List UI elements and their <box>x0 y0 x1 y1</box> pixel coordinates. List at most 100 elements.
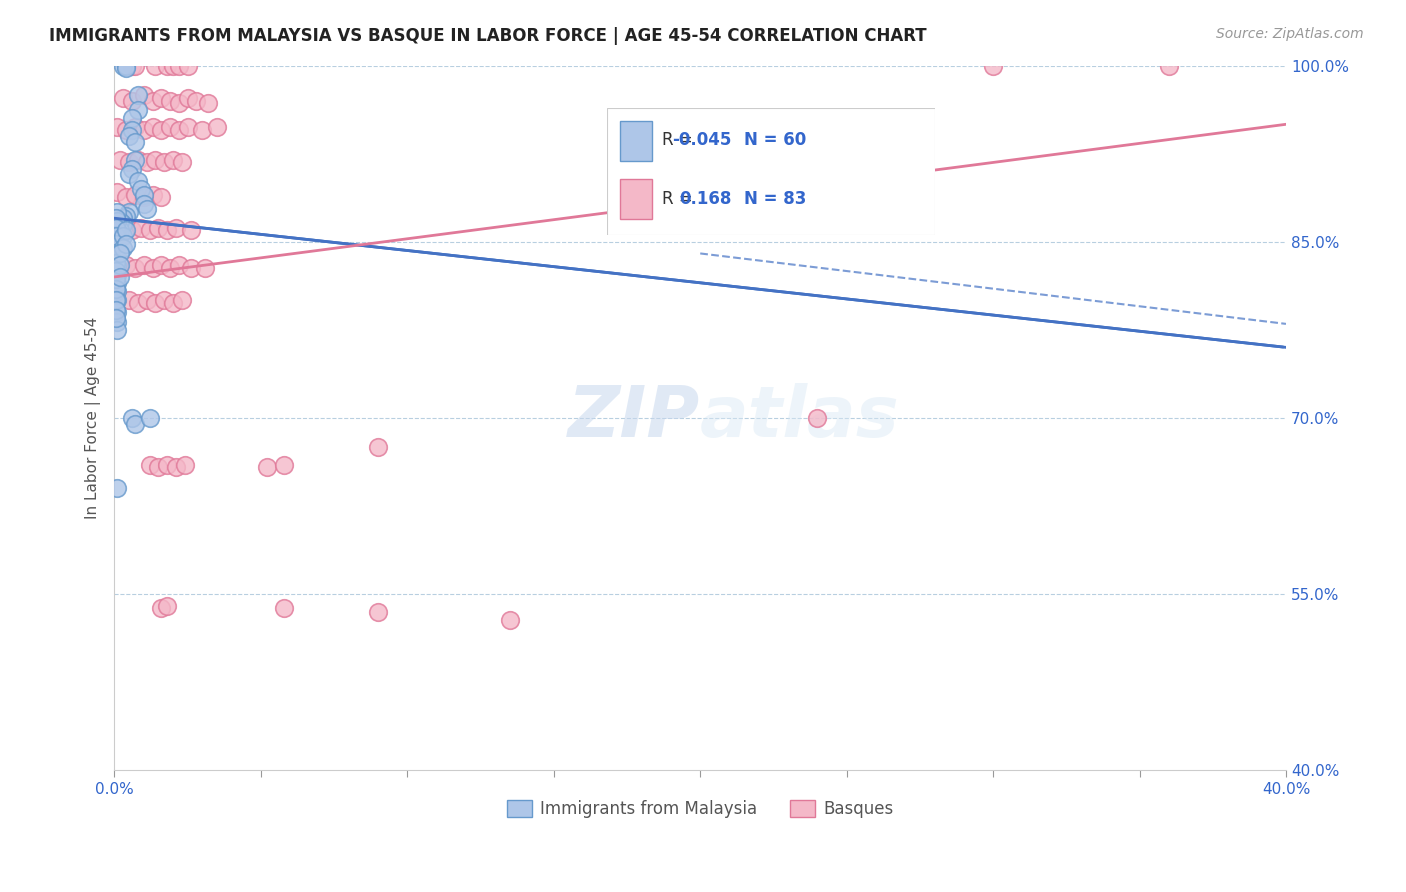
Point <box>104 293 127 308</box>
Point <box>121 59 143 73</box>
Point <box>273 458 295 472</box>
Point <box>104 220 127 235</box>
Point <box>104 311 127 326</box>
Point <box>135 154 157 169</box>
Point <box>124 417 146 431</box>
Point <box>145 295 167 310</box>
Point <box>170 154 193 169</box>
Point <box>107 120 129 134</box>
Point <box>104 211 127 226</box>
Point <box>110 153 132 167</box>
Point <box>121 223 143 237</box>
Point <box>107 293 129 308</box>
Point <box>124 260 146 275</box>
Point <box>127 153 149 167</box>
Point <box>110 223 132 237</box>
Point <box>107 205 129 219</box>
Point <box>121 123 143 137</box>
Point <box>110 213 132 227</box>
Point <box>499 613 522 627</box>
Point <box>177 91 200 105</box>
Point <box>165 220 187 235</box>
Point <box>104 272 127 286</box>
Point <box>118 154 141 169</box>
Point <box>110 258 132 272</box>
Point <box>156 599 179 613</box>
Point <box>156 59 179 73</box>
Point <box>115 237 138 252</box>
Point <box>186 94 208 108</box>
Point <box>107 249 129 263</box>
Point <box>194 260 217 275</box>
Point <box>107 223 129 237</box>
Point <box>112 211 135 226</box>
Point <box>107 323 129 337</box>
Point <box>156 458 179 472</box>
Point <box>127 87 149 102</box>
Point <box>135 202 157 216</box>
Point <box>115 61 138 75</box>
Point <box>115 258 138 272</box>
Point <box>132 87 155 102</box>
Point <box>127 103 149 118</box>
Point <box>115 190 138 204</box>
Point <box>124 135 146 149</box>
Point <box>107 481 129 495</box>
Point <box>273 601 295 615</box>
Point <box>205 120 228 134</box>
Point <box>127 295 149 310</box>
Point <box>115 123 138 137</box>
Point <box>142 94 165 108</box>
Point <box>180 223 202 237</box>
Point <box>162 153 184 167</box>
Point <box>107 276 129 290</box>
Text: atlas: atlas <box>700 384 900 452</box>
Point <box>104 256 127 270</box>
Point <box>112 220 135 235</box>
Point <box>167 59 190 73</box>
Point <box>104 228 127 243</box>
Point <box>124 187 146 202</box>
Point <box>129 220 152 235</box>
Point <box>159 94 181 108</box>
Point <box>124 153 146 167</box>
Point <box>145 153 167 167</box>
Point <box>107 213 129 227</box>
Point <box>107 314 129 328</box>
Point <box>177 59 200 73</box>
Point <box>127 174 149 188</box>
Point <box>981 59 1004 73</box>
Point <box>110 269 132 284</box>
Legend: Immigrants from Malaysia, Basques: Immigrants from Malaysia, Basques <box>501 794 901 825</box>
Point <box>142 120 165 134</box>
Point <box>107 232 129 246</box>
Point <box>142 187 165 202</box>
Point <box>806 410 828 425</box>
Point <box>150 190 173 204</box>
Point <box>132 258 155 272</box>
Point <box>118 129 141 144</box>
Point <box>177 120 200 134</box>
Point <box>167 96 190 111</box>
Point <box>153 293 176 308</box>
Point <box>162 295 184 310</box>
Point <box>135 293 157 308</box>
Point <box>112 59 135 73</box>
Point <box>156 223 179 237</box>
Point <box>115 59 138 73</box>
Point <box>121 161 143 176</box>
Point <box>115 223 138 237</box>
Point <box>145 59 167 73</box>
Point <box>110 246 132 260</box>
Point <box>118 167 141 181</box>
Point <box>112 241 135 255</box>
Point <box>132 123 155 137</box>
Point <box>129 182 152 196</box>
Text: ZIP: ZIP <box>568 384 700 452</box>
Point <box>148 220 170 235</box>
Point <box>104 302 127 317</box>
Point <box>107 186 129 200</box>
Point <box>1157 59 1180 73</box>
Point <box>124 59 146 73</box>
Text: Source: ZipAtlas.com: Source: ZipAtlas.com <box>1216 27 1364 41</box>
